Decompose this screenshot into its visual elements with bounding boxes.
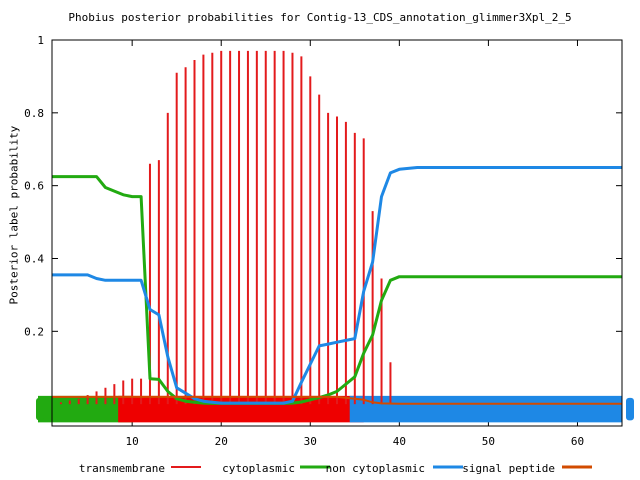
legend: transmembrane cytoplasmic non cytoplasmic s… (79, 462, 592, 475)
prediction-cap (36, 397, 44, 421)
legend-label: cytoplasmic (222, 462, 295, 475)
probability-lines (52, 166, 622, 405)
signal-peptide-line (52, 395, 622, 405)
x-tick-label: 50 (482, 435, 495, 448)
y-axis-label: Posterior label probability (7, 125, 21, 305)
y-tick-label: 0.8 (24, 107, 44, 120)
x-tick-label: 40 (393, 435, 406, 448)
transmembrane-impulses (59, 50, 392, 405)
legend-label: non cytoplasmic (326, 462, 425, 475)
y-tick-label: 0.6 (24, 180, 44, 193)
y-tick-label: 1 (37, 34, 44, 47)
prediction-bar (36, 395, 634, 423)
legend-label: signal peptide (462, 462, 555, 475)
legend-label: transmembrane (79, 462, 165, 475)
prediction-segment (349, 395, 622, 423)
y-tick-label: 0.2 (24, 325, 44, 338)
plot-frame (51, 39, 623, 427)
y-tick-label: 0.4 (24, 252, 44, 265)
chart-title: Phobius posterior probabilities for Cont… (68, 11, 572, 24)
x-tick-label: 30 (304, 435, 317, 448)
prediction-segment (118, 395, 364, 423)
x-tick-label: 20 (215, 435, 228, 448)
prediction-cap (626, 397, 634, 421)
axis-ticks: 0.2 0.4 0.6 0.8 1 10 20 30 40 50 60 (24, 34, 622, 448)
prediction-segment (38, 395, 133, 423)
x-tick-label: 60 (571, 435, 584, 448)
x-tick-label: 10 (126, 435, 139, 448)
non-cytoplasmic-line (52, 166, 622, 405)
